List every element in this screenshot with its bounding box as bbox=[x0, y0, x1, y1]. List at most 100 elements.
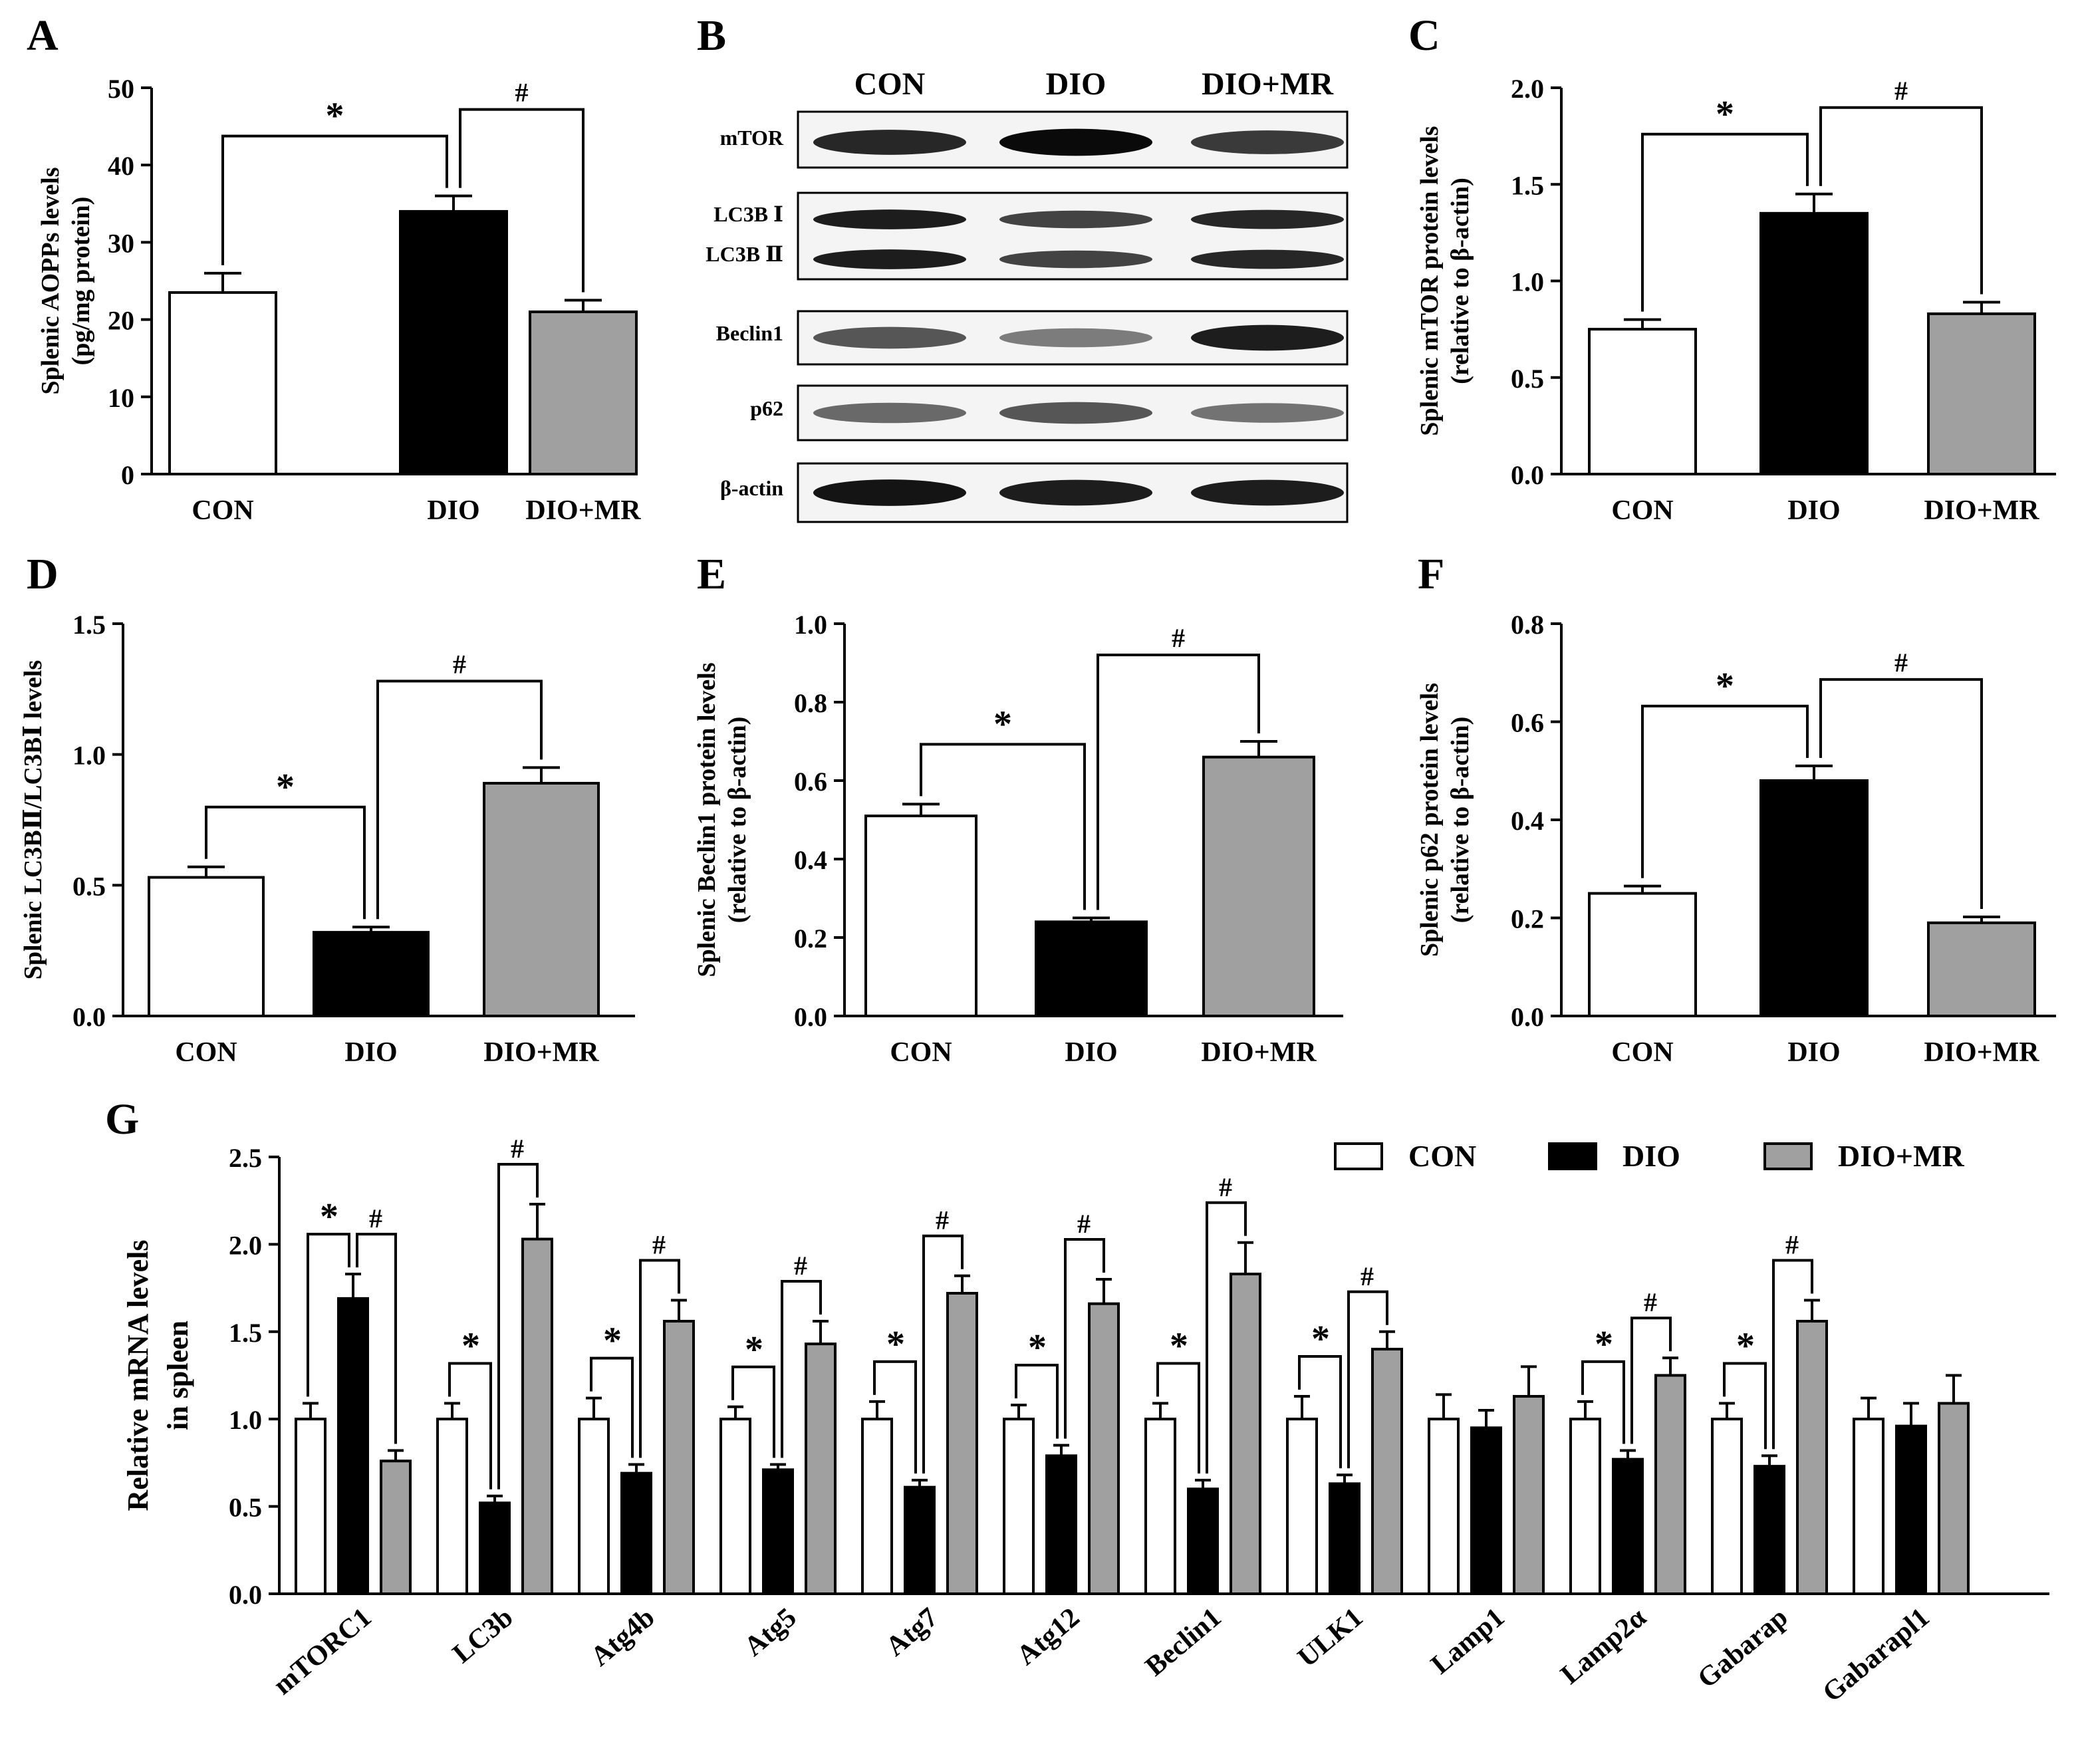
significance-hash: # bbox=[1077, 1209, 1091, 1239]
bar-dio bbox=[1045, 1454, 1077, 1595]
bar-dio bbox=[479, 1501, 511, 1595]
panel-label-d: D bbox=[27, 550, 59, 598]
panel-label-f: F bbox=[1418, 550, 1444, 598]
bar-dio-mr bbox=[521, 1237, 553, 1595]
bar-dio-mr bbox=[1202, 755, 1315, 1017]
bar-dio-mr bbox=[1927, 921, 2036, 1017]
blot-band bbox=[999, 402, 1152, 424]
significance-bracket-hash bbox=[1206, 1201, 1247, 1474]
y-tick-label: 0.8 bbox=[794, 688, 827, 718]
bar-dio bbox=[313, 931, 430, 1017]
significance-hash: # bbox=[511, 1134, 524, 1164]
chart-e: 0.0 0.2 0.4 0.6 0.8 1.0 Splenic Beclin1 protei… bbox=[693, 610, 1343, 1068]
bar-dio bbox=[399, 209, 508, 475]
bar-con bbox=[1588, 328, 1697, 475]
blot-band bbox=[1191, 130, 1344, 154]
y-tick-label: 0.0 bbox=[72, 1002, 106, 1032]
x-tick-label: Atg4b bbox=[585, 1602, 661, 1672]
x-tick-label: LC3b bbox=[447, 1602, 519, 1669]
y-tick-label: 0.4 bbox=[1511, 806, 1544, 836]
y-tick-label: 20 bbox=[108, 306, 134, 336]
bar-con bbox=[1853, 1418, 1884, 1595]
y-tick-label: 1.0 bbox=[1511, 267, 1544, 297]
panel-label-a: A bbox=[27, 11, 59, 60]
blot-band bbox=[813, 249, 966, 269]
blot-band bbox=[999, 128, 1152, 156]
y-axis-label: Splenic p62 protein levels bbox=[1416, 683, 1444, 957]
bar-dio-mr bbox=[805, 1342, 837, 1596]
significance-hash: # bbox=[453, 649, 466, 679]
chart-c: 0.0 0.5 1.0 1.5 2.0 Splenic mTOR protein leve… bbox=[1416, 74, 2056, 526]
x-tick-label: DIO+MR bbox=[1924, 495, 2039, 526]
x-tick-label: Lamp2α bbox=[1555, 1602, 1652, 1690]
x-tick-label: Gabarapl1 bbox=[1817, 1602, 1935, 1708]
y-tick-label: 0.6 bbox=[1511, 708, 1544, 738]
y-axis-label: Splenic Beclin1 protein levels bbox=[693, 662, 721, 977]
significance-bracket-star bbox=[307, 1233, 350, 1397]
bar-dio bbox=[1187, 1487, 1219, 1596]
significance-bracket-star bbox=[1581, 1360, 1625, 1444]
legend-swatch-dio bbox=[1548, 1142, 1597, 1170]
blot-row-label: β-actin bbox=[720, 476, 783, 500]
significance-star: * bbox=[745, 1329, 763, 1370]
blot-row-label: LC3B Ⅱ bbox=[706, 242, 783, 266]
bar-dio-mr bbox=[1088, 1302, 1120, 1595]
bar-dio bbox=[620, 1471, 652, 1595]
y-tick-label: 0.2 bbox=[1511, 904, 1544, 934]
bar-con bbox=[1711, 1418, 1743, 1595]
blot-band bbox=[999, 250, 1152, 269]
bar-con bbox=[1588, 892, 1697, 1017]
blot-band bbox=[813, 326, 966, 349]
x-tick-label: DIO bbox=[344, 1037, 397, 1068]
significance-hash: # bbox=[1172, 623, 1185, 653]
bar-dio-mr bbox=[663, 1320, 695, 1595]
significance-hash: # bbox=[1361, 1261, 1374, 1291]
significance-star: * bbox=[993, 703, 1012, 745]
blot-lane-label: DIO+MR bbox=[1202, 66, 1334, 102]
legend-label: DIO+MR bbox=[1838, 1139, 1965, 1173]
y-tick-label: 0.8 bbox=[1511, 610, 1544, 640]
y-tick-label: 0.0 bbox=[229, 1580, 262, 1610]
significance-star: * bbox=[1595, 1324, 1613, 1365]
significance-bracket-star bbox=[1298, 1355, 1342, 1469]
y-tick-label: 0.4 bbox=[794, 845, 827, 875]
significance-bracket-hash bbox=[356, 1233, 397, 1444]
bar-con bbox=[148, 876, 265, 1017]
x-tick-label: DIO bbox=[1787, 1037, 1840, 1068]
y-axis-label: (pg/mg protein) bbox=[67, 197, 95, 366]
y-axis-label: Relative mRNA levels bbox=[122, 1239, 154, 1511]
significance-bracket-star bbox=[1156, 1362, 1200, 1474]
significance-bracket-hash bbox=[1819, 678, 1983, 910]
legend-label: DIO bbox=[1622, 1139, 1680, 1173]
legend-label: CON bbox=[1408, 1139, 1476, 1173]
y-tick-label: 1.0 bbox=[229, 1405, 262, 1435]
bar-dio-mr bbox=[483, 781, 600, 1018]
significance-bracket-star bbox=[1641, 132, 1809, 312]
bar-dio-mr bbox=[1371, 1348, 1403, 1595]
blot-band bbox=[1191, 403, 1344, 423]
y-axis-label: (relative to β-actin) bbox=[1446, 178, 1474, 384]
significance-hash: # bbox=[1219, 1172, 1232, 1202]
x-tick-label: DIO+MR bbox=[1201, 1037, 1317, 1068]
significance-hash: # bbox=[936, 1205, 949, 1235]
x-tick-label: CON bbox=[175, 1037, 237, 1068]
significance-star: * bbox=[1716, 666, 1734, 707]
x-tick-label: Atg7 bbox=[880, 1602, 944, 1662]
significance-bracket-hash bbox=[639, 1259, 680, 1458]
x-tick-label: DIO bbox=[1065, 1037, 1117, 1068]
y-tick-label: 10 bbox=[108, 383, 134, 413]
bar-dio-mr bbox=[1513, 1395, 1545, 1595]
y-tick-label: 1.5 bbox=[1511, 170, 1544, 200]
significance-hash: # bbox=[1644, 1287, 1657, 1317]
blot-band bbox=[1191, 479, 1344, 506]
y-tick-label: 1.0 bbox=[794, 610, 827, 640]
y-tick-label: 0 bbox=[121, 460, 134, 490]
y-tick-label: 0.5 bbox=[229, 1493, 262, 1523]
significance-hash: # bbox=[652, 1229, 666, 1259]
significance-bracket-hash bbox=[1819, 106, 1983, 295]
significance-star: * bbox=[276, 767, 295, 808]
bar-dio bbox=[762, 1468, 794, 1596]
x-tick-label: CON bbox=[890, 1037, 952, 1068]
significance-bracket-hash bbox=[1630, 1317, 1672, 1444]
bar-con bbox=[578, 1418, 610, 1595]
